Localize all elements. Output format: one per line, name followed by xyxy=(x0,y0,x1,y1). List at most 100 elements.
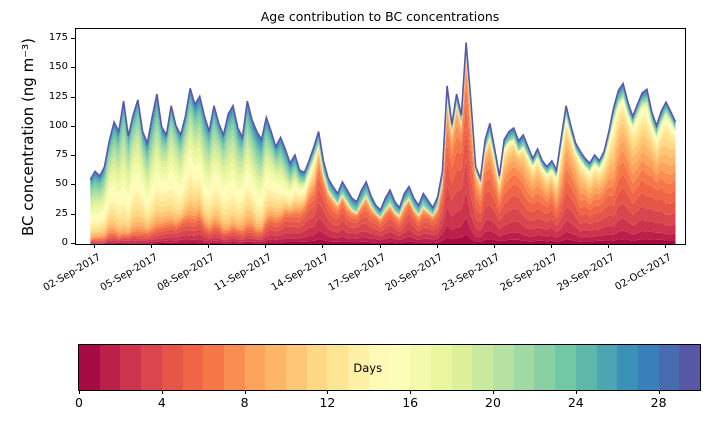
colorbar-segment-2 xyxy=(120,345,142,390)
x-tick-label: 26-Sep-2017 xyxy=(498,252,560,294)
y-tick-label: 175 xyxy=(48,31,68,43)
x-tick-label: 02-Oct-2017 xyxy=(613,252,674,294)
age-band-1 xyxy=(90,216,676,244)
colorbar-tick-mark xyxy=(161,390,163,394)
colorbar-segment-3 xyxy=(141,345,162,390)
age-band-13 xyxy=(90,56,676,228)
colorbar-segment-4 xyxy=(161,345,183,390)
x-tick-label: 29-Sep-2017 xyxy=(555,252,617,294)
colorbar-segment-5 xyxy=(182,345,204,390)
total-envelope-line xyxy=(89,42,677,212)
colorbar-segment-18 xyxy=(451,345,473,390)
x-tick-label: 17-Sep-2017 xyxy=(326,252,388,294)
colorbar-tick-mark xyxy=(658,390,660,394)
x-tick-label: 20-Sep-2017 xyxy=(383,252,446,294)
colorbar-segment-7 xyxy=(223,345,245,390)
colorbar-segment-28 xyxy=(658,345,680,390)
colorbar-tick-label: 16 xyxy=(402,395,419,410)
x-tick-mark xyxy=(436,244,438,248)
colorbar-segment-23 xyxy=(555,345,576,390)
colorbar-gradient xyxy=(79,345,701,390)
x-tick-label: 02-Sep-2017 xyxy=(41,252,103,294)
y-tick-mark xyxy=(71,125,75,127)
x-tick-mark xyxy=(607,244,609,248)
y-tick-mark xyxy=(71,213,75,215)
age-band-0 xyxy=(90,234,676,244)
y-tick-mark xyxy=(71,96,75,98)
colorbar-tick-label: 8 xyxy=(240,395,249,410)
y-tick-mark xyxy=(71,37,75,39)
stacked-area-chart xyxy=(89,42,677,244)
colorbar-segment-19 xyxy=(472,345,494,390)
colorbar-tick-mark xyxy=(79,390,80,394)
x-tick-label: 23-Sep-2017 xyxy=(441,252,503,294)
colorbar-tick-label: 4 xyxy=(157,395,166,410)
colorbar-tick-label: 24 xyxy=(567,395,584,410)
y-tick-label: 100 xyxy=(48,119,68,131)
x-tick-label: 11-Sep-2017 xyxy=(212,252,274,294)
colorbar-tick-label: 28 xyxy=(650,395,667,410)
y-tick-mark xyxy=(71,184,75,186)
x-tick-mark xyxy=(664,244,666,248)
x-tick-mark xyxy=(265,244,267,248)
colorbar-tick-mark xyxy=(410,390,412,394)
colorbar-segment-1 xyxy=(99,345,121,390)
colorbar-tick-mark xyxy=(244,390,246,394)
x-tick-mark xyxy=(379,244,381,248)
colorbar-segment-10 xyxy=(286,345,307,390)
colorbar-tick-label: 20 xyxy=(485,395,501,410)
colorbar-segment-12 xyxy=(327,345,349,390)
y-tick-label: 150 xyxy=(48,61,68,73)
colorbar-segment-22 xyxy=(534,345,556,390)
x-tick-mark xyxy=(151,244,153,248)
colorbar-segment-8 xyxy=(244,345,266,390)
y-tick-label: 125 xyxy=(48,90,68,102)
x-tick-mark xyxy=(550,244,552,248)
colorbar-segment-11 xyxy=(306,345,328,390)
y-tick-label: 0 xyxy=(61,237,68,248)
y-tick-mark xyxy=(71,155,75,157)
y-tick-label: 25 xyxy=(55,207,68,219)
chart-title: Age contribution to BC concentrations xyxy=(260,9,500,24)
colorbar-segment-25 xyxy=(596,345,618,390)
y-tick-label: 50 xyxy=(55,178,68,190)
age-band-3 xyxy=(90,158,676,243)
colorbar-tick-mark xyxy=(327,390,329,394)
age-band-4 xyxy=(90,127,676,242)
x-tick-mark xyxy=(322,244,324,248)
x-tick-mark xyxy=(208,244,210,248)
x-tick-label: 14-Sep-2017 xyxy=(269,252,331,294)
colorbar-segment-6 xyxy=(203,345,224,390)
colorbar-segment-14 xyxy=(368,345,390,390)
colorbar-segment-29 xyxy=(679,345,701,390)
age-band-17 xyxy=(90,56,676,219)
colorbar-segment-27 xyxy=(637,345,659,390)
age-band-5 xyxy=(90,101,676,241)
colorbar-label: Days xyxy=(353,360,383,375)
age-band-2 xyxy=(90,190,676,244)
colorbar-segment-20 xyxy=(493,345,514,390)
y-tick-mark xyxy=(71,67,75,69)
x-tick-mark xyxy=(493,244,495,248)
colorbar-segment-16 xyxy=(410,345,431,390)
colorbar-tick-label: 12 xyxy=(319,395,336,410)
colorbar-tick-label: 0 xyxy=(75,395,83,410)
age-band-12 xyxy=(90,57,676,231)
y-axis-label: BC concentration (ng m⁻³) xyxy=(19,38,37,236)
y-tick-mark xyxy=(71,243,75,244)
x-tick-label: 08-Sep-2017 xyxy=(155,252,217,294)
colorbar: Days xyxy=(78,344,701,391)
colorbar-segment-9 xyxy=(265,345,287,390)
colorbar-segment-15 xyxy=(389,345,411,390)
colorbar-tick-mark xyxy=(493,390,494,394)
colorbar-segment-13 xyxy=(348,345,369,390)
age-band-6 xyxy=(90,82,676,241)
colorbar-segment-17 xyxy=(430,345,452,390)
x-tick-label: 05-Sep-2017 xyxy=(98,252,160,294)
x-tick-mark xyxy=(94,244,96,248)
colorbar-segment-21 xyxy=(513,345,535,390)
colorbar-segment-24 xyxy=(575,345,597,390)
colorbar-segment-0 xyxy=(79,345,100,390)
colorbar-tick-mark xyxy=(575,390,577,394)
